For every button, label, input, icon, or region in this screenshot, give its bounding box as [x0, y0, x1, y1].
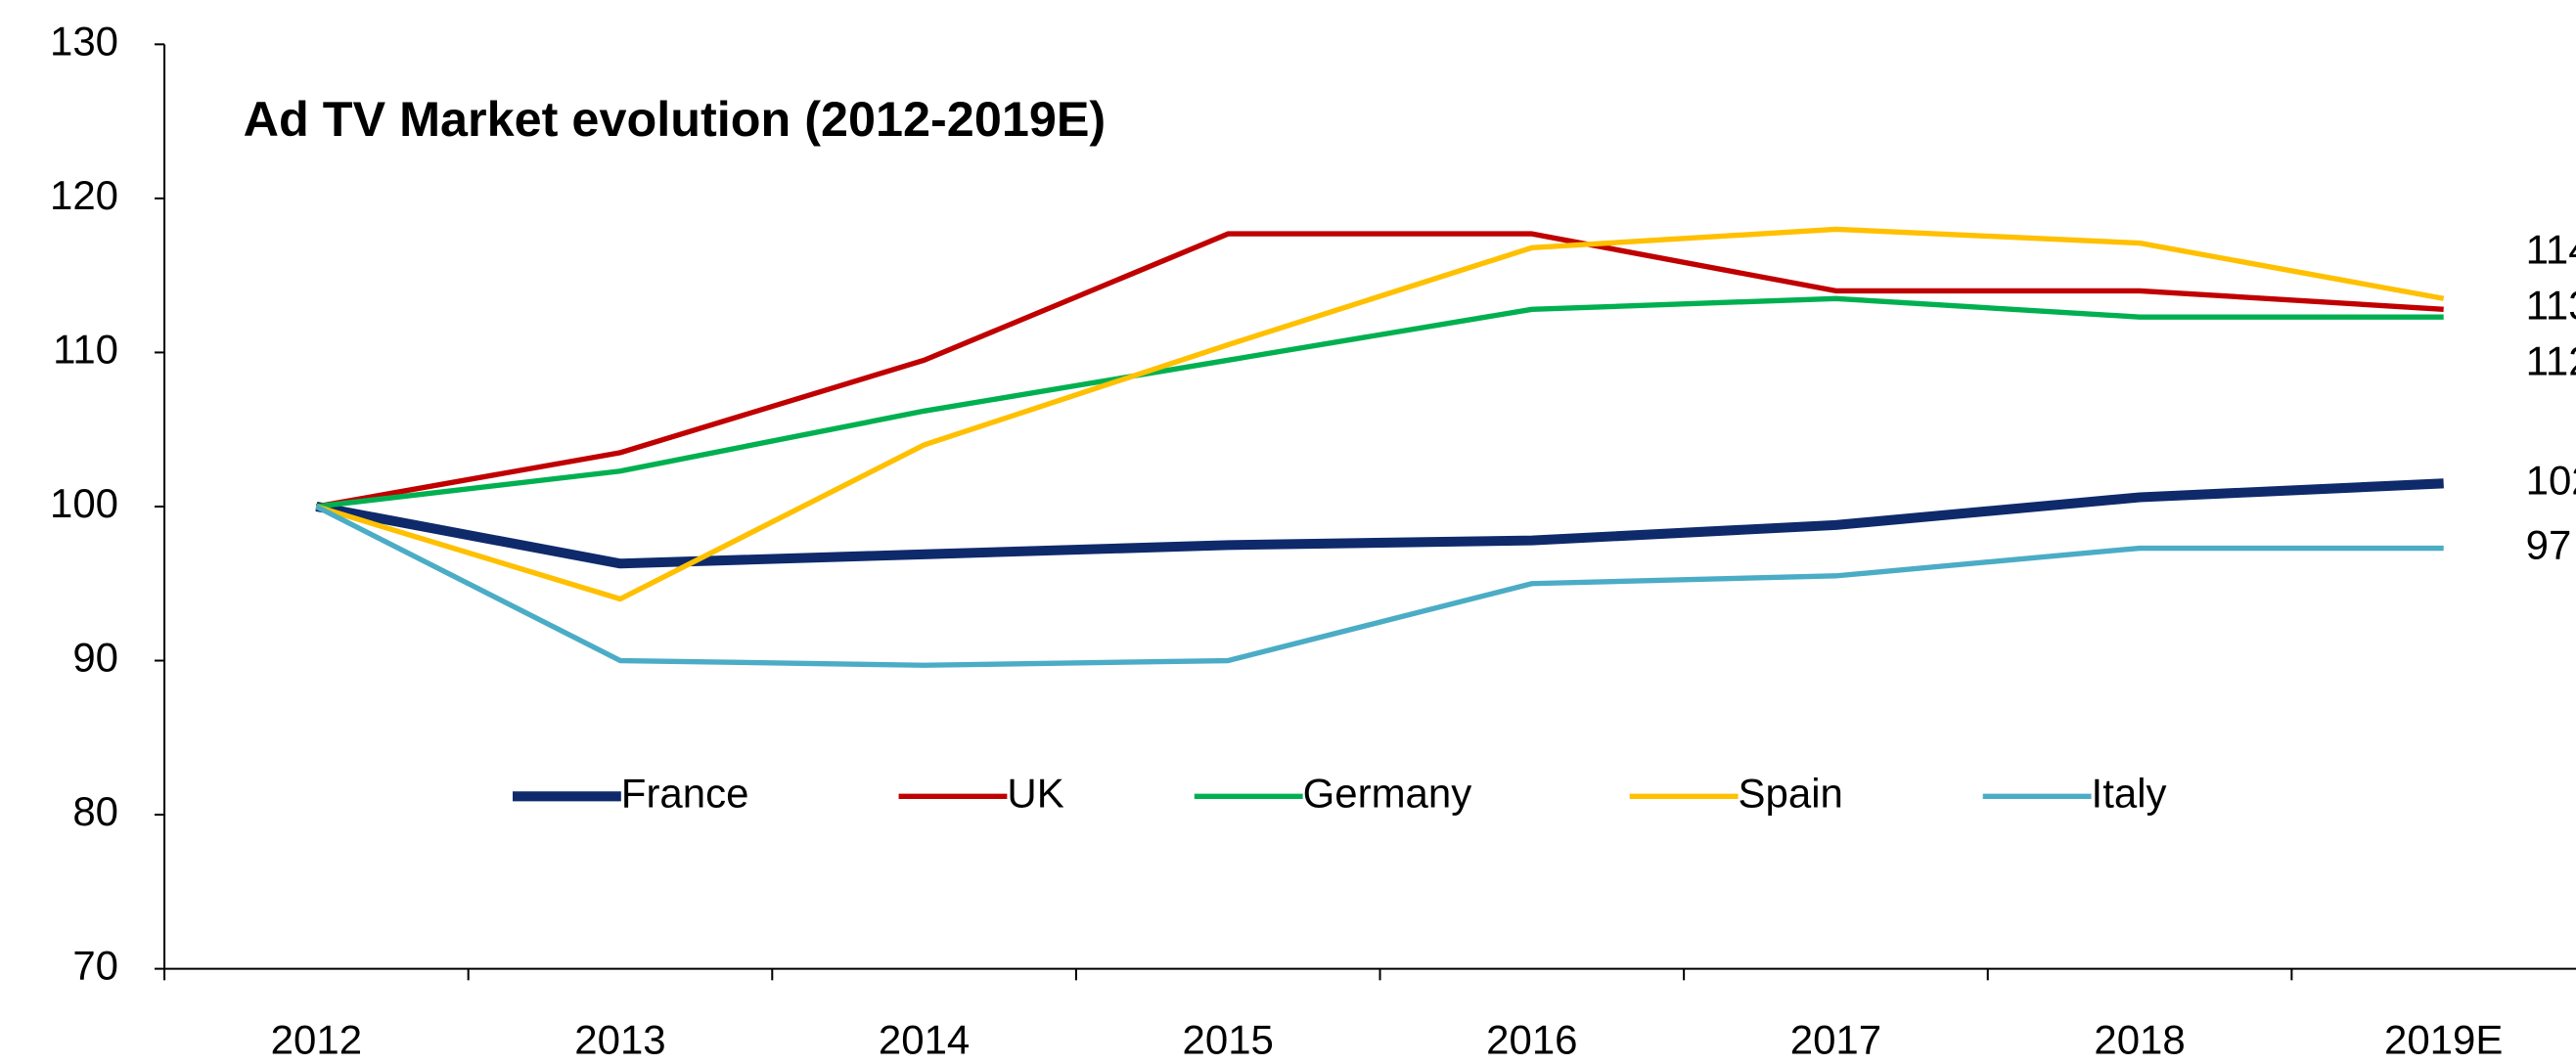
x-tick-label: 2014 [879, 1016, 970, 1062]
x-tick-label: 2019E [2384, 1016, 2503, 1062]
y-tick-label: 100 [50, 480, 118, 526]
series-line [315, 231, 2444, 510]
y-tick-label: 110 [53, 327, 118, 373]
x-tick-label: 2016 [1486, 1016, 1577, 1062]
y-tick-label: 70 [72, 943, 118, 989]
legend-label: UK [1007, 770, 1063, 816]
x-tick-label: 2012 [271, 1016, 362, 1062]
series-line [316, 295, 2444, 510]
x-tick-label: 2015 [1183, 1016, 1274, 1062]
data-label: 102 [2526, 457, 2576, 503]
legend-label: Germany [1303, 770, 1472, 816]
x-tick-label: 2018 [2094, 1016, 2185, 1062]
y-tick-label: 90 [72, 635, 118, 681]
legend-label: Italy [2092, 770, 2167, 816]
data-label: 112 [2526, 337, 2576, 383]
x-tick-label: 2013 [574, 1016, 665, 1062]
series-line [315, 478, 2444, 569]
y-tick-label: 80 [72, 788, 118, 834]
data-label: 113 [2526, 282, 2576, 328]
y-tick-label: 120 [50, 172, 118, 218]
data-label: 114 [2526, 226, 2576, 272]
data-label: 97 [2526, 522, 2572, 568]
legend-label: Spain [1739, 770, 1843, 816]
y-tick-label: 130 [50, 18, 118, 64]
series-line [315, 504, 2444, 668]
legend-label: France [621, 770, 749, 816]
chart-title: Ad TV Market evolution (2012-2019E) [244, 91, 1107, 147]
x-tick-label: 2017 [1790, 1016, 1881, 1062]
series-line [315, 226, 2445, 602]
